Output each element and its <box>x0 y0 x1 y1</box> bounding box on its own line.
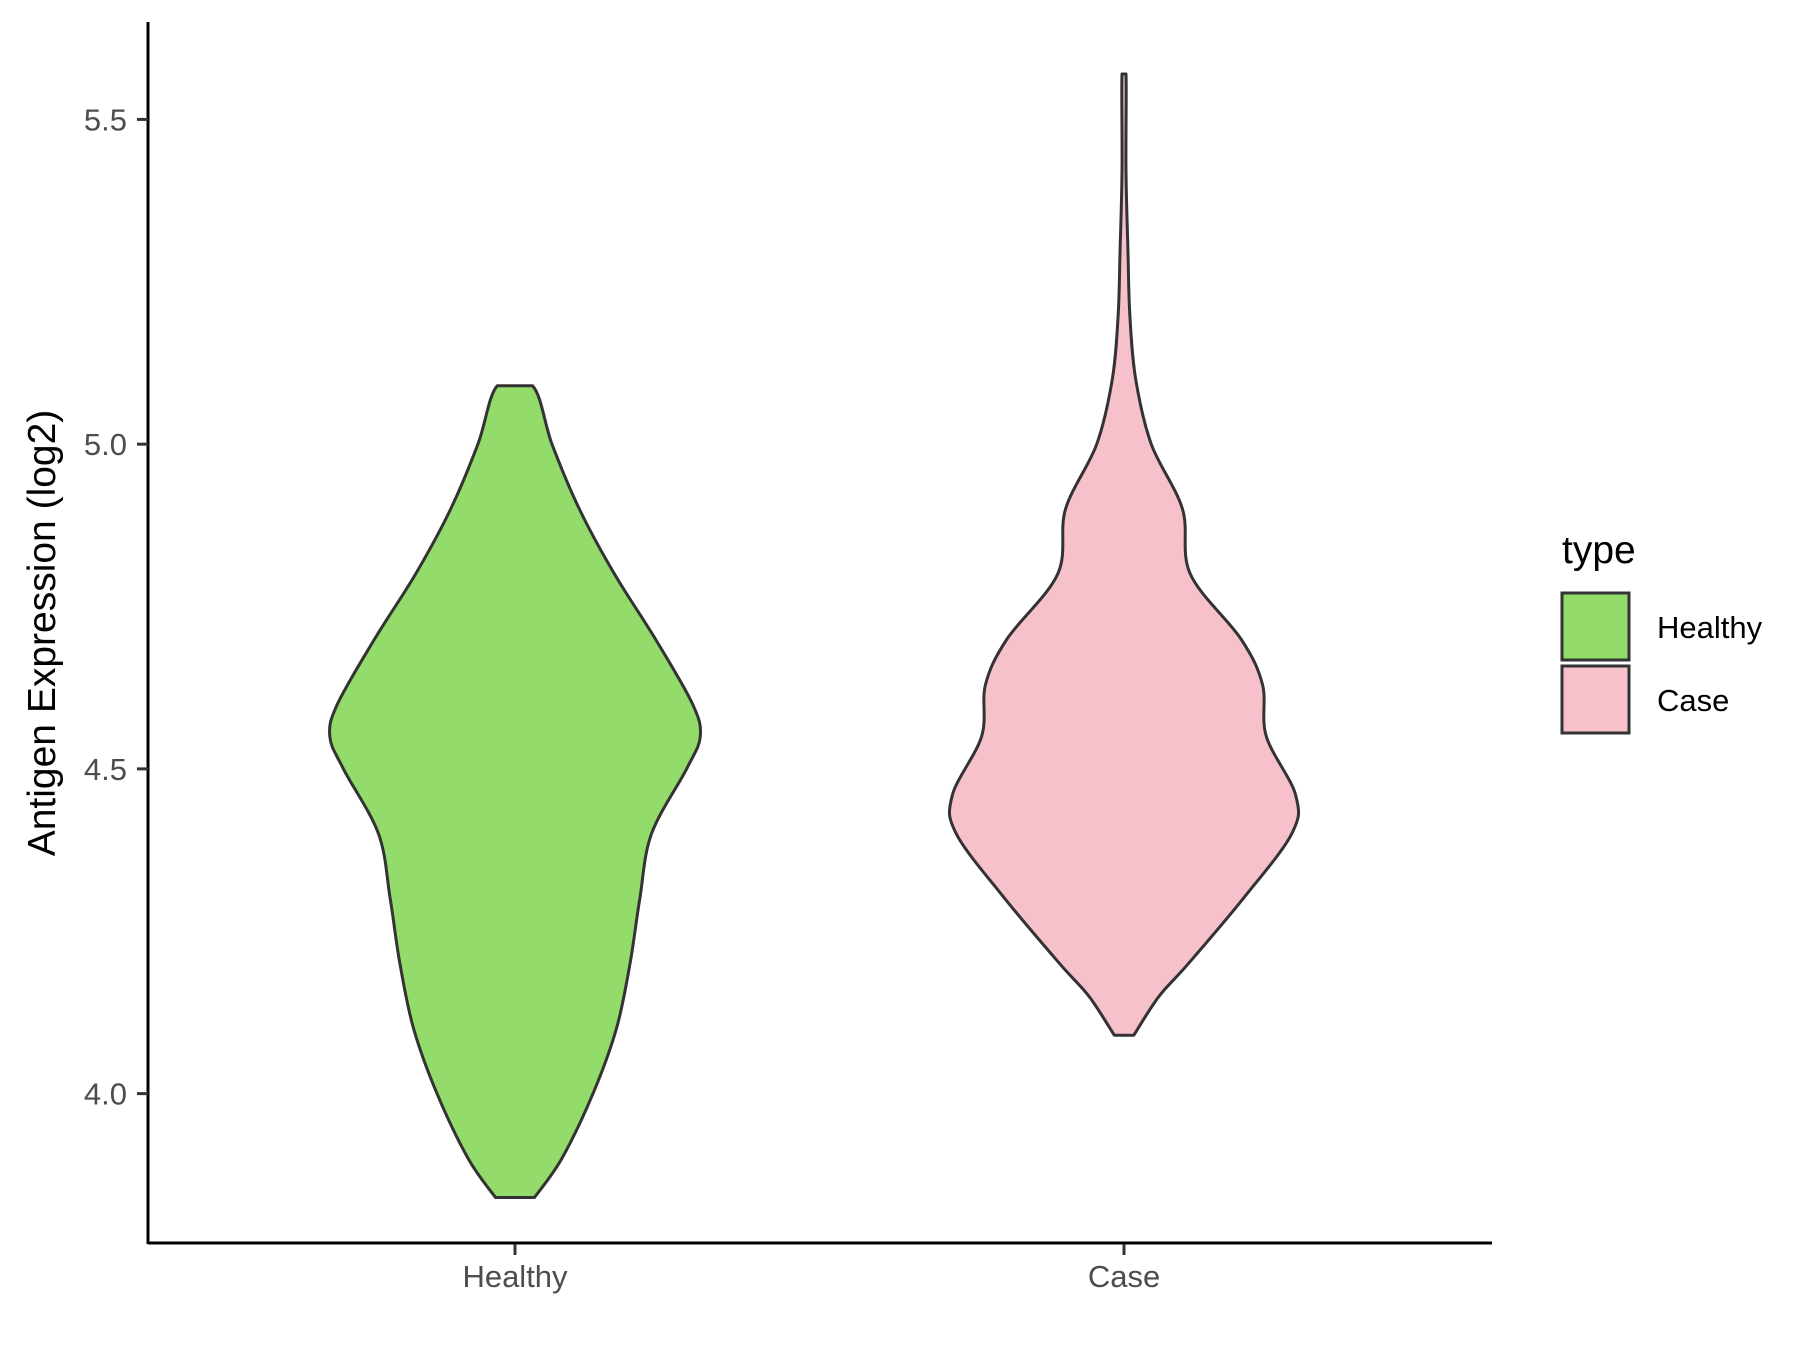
legend-label: Healthy <box>1657 610 1763 645</box>
y-tick-label: 5.5 <box>84 102 127 137</box>
violin-healthy <box>328 384 703 1199</box>
legend-title: type <box>1562 529 1636 572</box>
y-tick-label: 4.0 <box>84 1077 127 1112</box>
legend-label: Case <box>1657 683 1729 718</box>
x-tick-label: Case <box>1088 1259 1160 1294</box>
x-ticks: Healthy Case <box>462 1244 1160 1294</box>
legend: type Healthy Case <box>1560 529 1763 735</box>
legend-key-healthy <box>1560 591 1631 662</box>
y-tick-label: 5.0 <box>84 427 127 462</box>
legend-key-case <box>1560 664 1631 735</box>
violins-layer <box>328 72 1301 1199</box>
y-axis-title: Antigen Expression (log2) <box>21 410 64 857</box>
violin-case <box>947 72 1301 1037</box>
y-ticks: 4.0 4.5 5.0 5.5 <box>84 102 148 1112</box>
x-tick-label: Healthy <box>462 1259 568 1294</box>
y-tick-label: 4.5 <box>84 752 127 787</box>
